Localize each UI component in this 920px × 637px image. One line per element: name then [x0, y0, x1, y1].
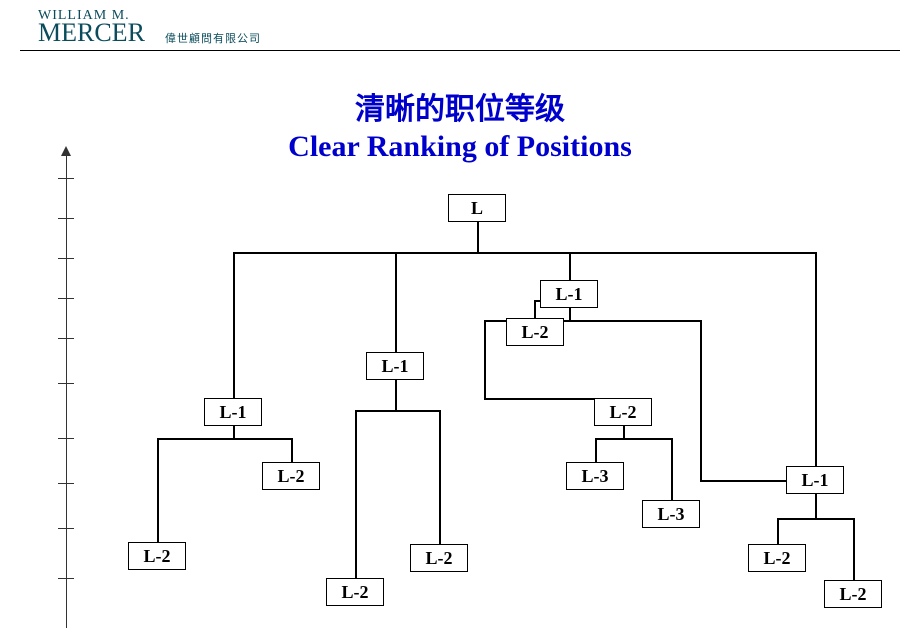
- connector: [569, 252, 571, 280]
- connector: [671, 438, 673, 500]
- connector: [595, 438, 673, 440]
- connector: [157, 438, 293, 440]
- org-node-b2: L-1: [366, 352, 424, 380]
- org-node-b3rb: L-2: [824, 580, 882, 608]
- connector: [700, 320, 702, 480]
- org-node-b2b: L-2: [326, 578, 384, 606]
- connector: [395, 380, 397, 410]
- connector: [355, 410, 357, 578]
- org-node-b3la: L-3: [566, 462, 624, 490]
- connector: [484, 320, 486, 398]
- org-node-b3a: L-2: [506, 318, 564, 346]
- org-node-b1b: L-2: [128, 542, 186, 570]
- connector: [777, 518, 855, 520]
- connector: [595, 438, 597, 462]
- org-node-b1a: L-2: [262, 462, 320, 490]
- connector: [233, 426, 235, 438]
- connector: [439, 410, 441, 544]
- org-chart: L L-1 L-2 L-2 L-1 L-2 L-2 L-1 L-2 L-2 L-3 L-3 L-1 L-2…: [0, 0, 920, 637]
- connector: [534, 300, 536, 318]
- connector: [477, 222, 479, 252]
- connector: [395, 252, 397, 352]
- connector: [355, 410, 441, 412]
- org-node-b3l: L-2: [594, 398, 652, 426]
- connector: [484, 398, 596, 400]
- connector: [233, 252, 235, 398]
- org-node-b3r: L-1: [786, 466, 844, 494]
- connector: [157, 438, 159, 542]
- connector: [233, 252, 817, 254]
- connector: [777, 518, 779, 544]
- connector: [291, 438, 293, 462]
- org-node-b3ra: L-2: [748, 544, 806, 572]
- org-node-b1: L-1: [204, 398, 262, 426]
- org-node-b2a: L-2: [410, 544, 468, 572]
- connector: [623, 426, 625, 438]
- connector: [853, 518, 855, 580]
- connector: [700, 480, 788, 482]
- org-node-b3lb: L-3: [642, 500, 700, 528]
- org-node-l: L: [448, 194, 506, 222]
- connector: [815, 494, 817, 518]
- org-node-b3: L-1: [540, 280, 598, 308]
- connector: [569, 308, 571, 320]
- connector: [815, 252, 817, 466]
